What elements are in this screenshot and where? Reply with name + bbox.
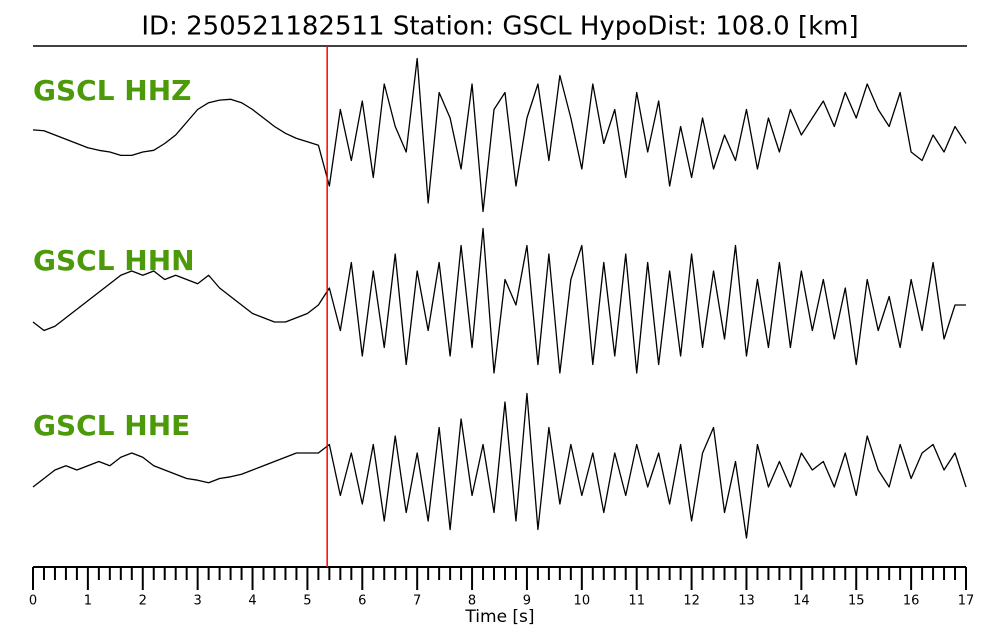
x-axis-label: Time [s] xyxy=(464,607,534,627)
x-tick-label: 10 xyxy=(574,594,591,609)
x-tick-label: 1 xyxy=(84,594,92,609)
x-tick-label: 13 xyxy=(738,594,755,609)
x-tick-label: 5 xyxy=(303,594,311,609)
x-tick-label: 11 xyxy=(628,594,645,609)
x-tick-label: 17 xyxy=(958,594,975,609)
x-tick-label: 3 xyxy=(194,594,202,609)
x-tick-label: 0 xyxy=(29,594,37,609)
trace-label: GSCL HHN xyxy=(33,244,195,277)
trace-label: GSCL HHE xyxy=(33,409,190,442)
x-tick-label: 16 xyxy=(903,594,920,609)
x-tick-label: 12 xyxy=(683,594,700,609)
x-tick-label: 7 xyxy=(413,594,421,609)
trace-label: GSCL HHZ xyxy=(33,74,191,107)
x-tick-label: 14 xyxy=(793,594,810,609)
x-tick-label: 2 xyxy=(139,594,147,609)
x-tick-label: 15 xyxy=(848,594,865,609)
x-tick-label: 6 xyxy=(358,594,366,609)
x-tick-label: 8 xyxy=(468,594,476,609)
x-tick-label: 4 xyxy=(248,594,256,609)
chart-title: ID: 250521182511 Station: GSCL HypoDist:… xyxy=(141,12,858,42)
waveform xyxy=(32,227,966,374)
waveform xyxy=(32,57,967,213)
waveform xyxy=(32,392,967,539)
x-tick-label: 9 xyxy=(523,594,531,609)
